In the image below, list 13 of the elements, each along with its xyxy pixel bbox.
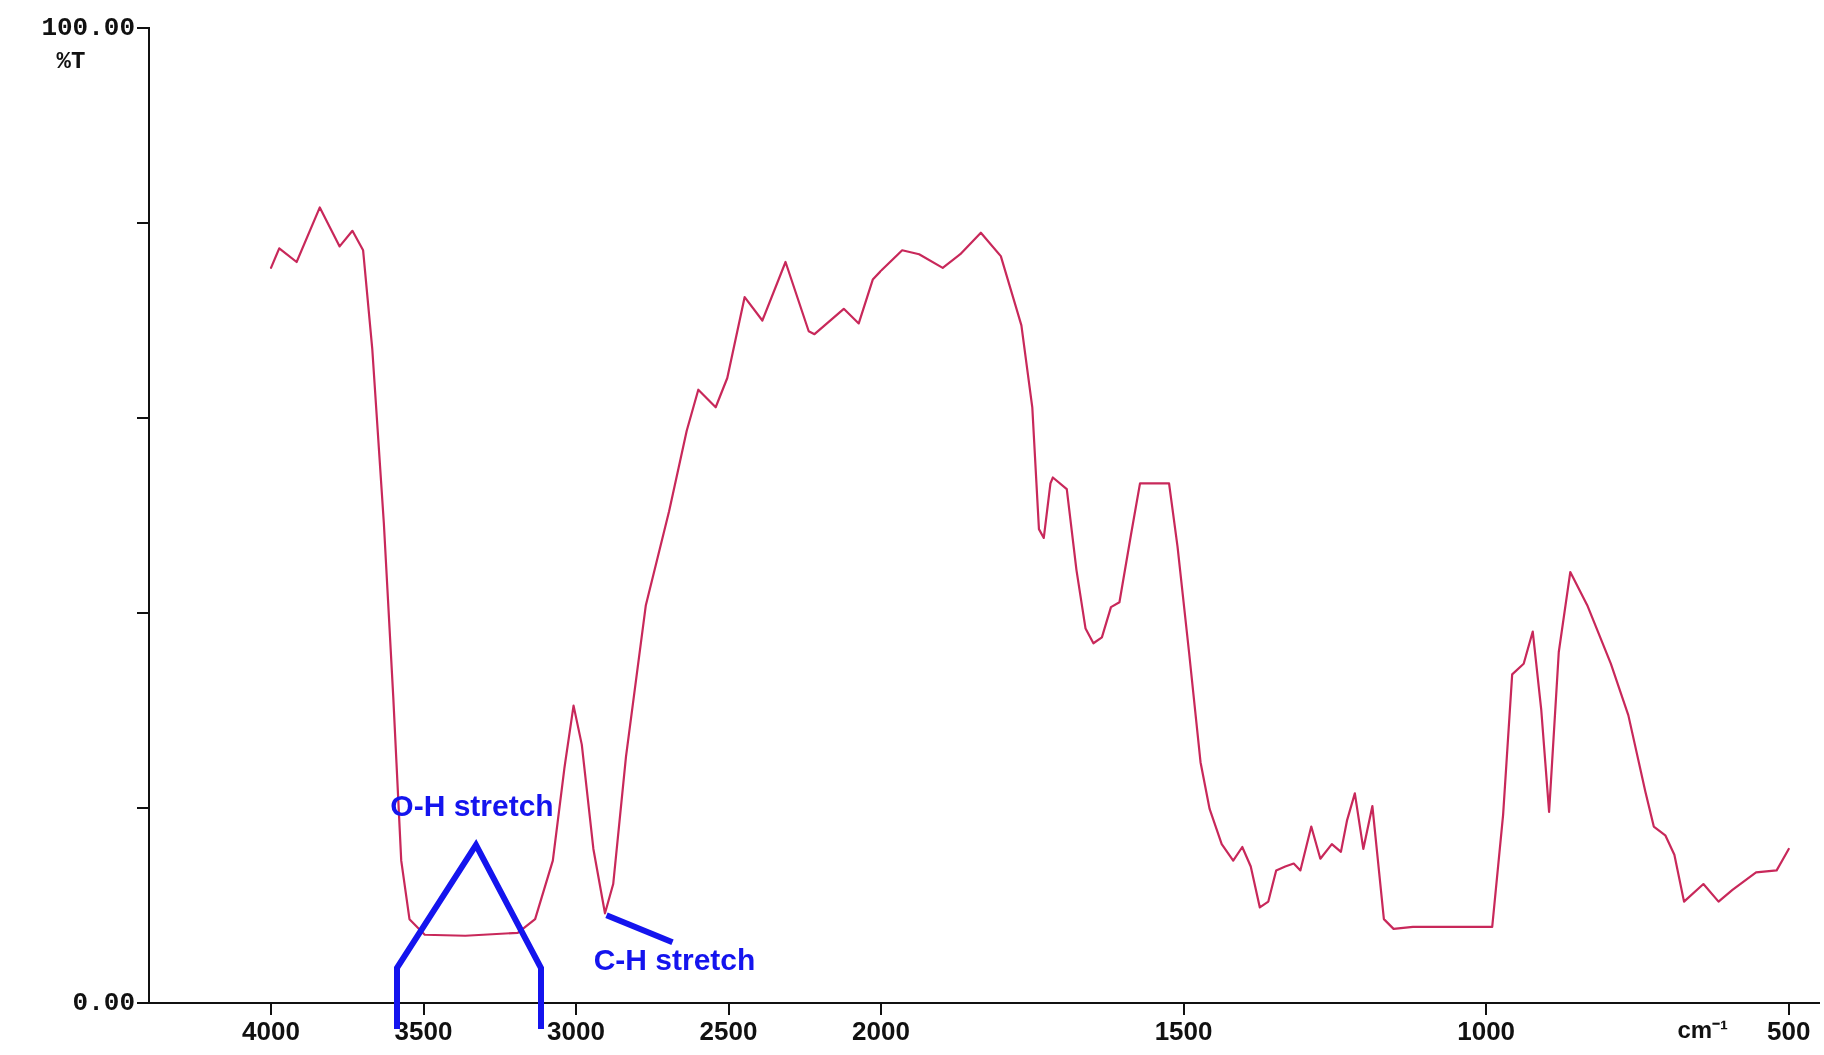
y-tick-label: 100.00 (41, 12, 135, 43)
x-tick-label: 2000 (852, 1015, 910, 1046)
x-tick-label: 3000 (547, 1015, 605, 1046)
x-axis-title: cm⁻¹ (1677, 1015, 1729, 1043)
annotation: C-H stretch (593, 942, 756, 976)
x-tick-label: 4000 (242, 1015, 300, 1046)
x-tick-label: 500 (1767, 1015, 1811, 1046)
y-tick-label: 0.00 (72, 987, 135, 1018)
x-tick-label: 1000 (1457, 1015, 1516, 1046)
x-tick-label: 3500 (394, 1015, 453, 1046)
x-tick-label: 1500 (1154, 1015, 1213, 1046)
x-tick-label: 2500 (699, 1015, 758, 1046)
y-axis-title: %T (56, 48, 86, 76)
